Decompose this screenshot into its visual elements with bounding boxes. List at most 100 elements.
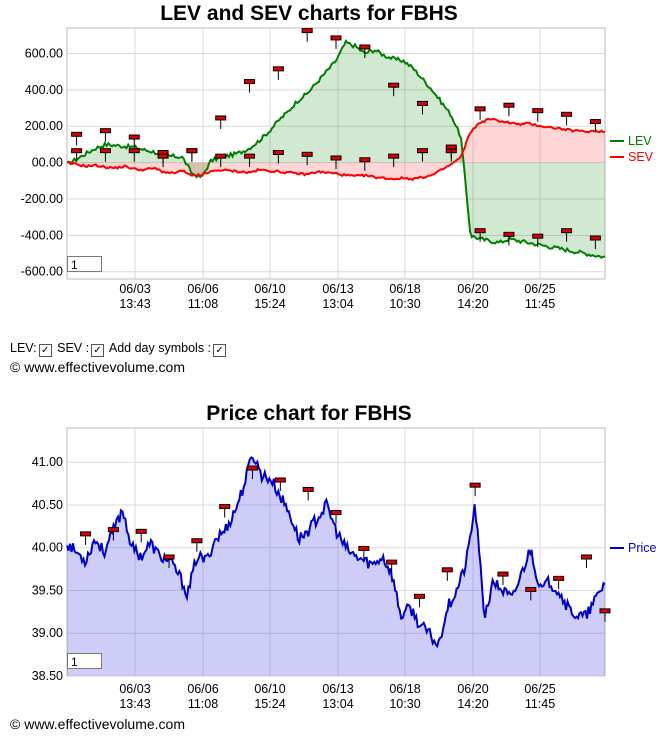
price-x-tick-date: 06/03 — [119, 682, 150, 696]
price-x-tick-time: 15:24 — [254, 697, 285, 711]
price-marker — [358, 545, 370, 551]
lev-x-tick-time: 14:20 — [457, 297, 488, 311]
price-marker — [274, 477, 286, 483]
price-marker — [553, 575, 565, 581]
lev-y-tick: 600.00 — [25, 46, 63, 60]
lev-sev-chart: LEV and SEV charts for FBHS 600.00 400.00… — [21, 2, 654, 311]
price-series-line — [66, 456, 606, 649]
price-x-tick-date: 06/13 — [322, 682, 353, 696]
lev-marker-lev — [330, 35, 342, 41]
lev-chart-title: LEV and SEV charts for FBHS — [160, 2, 458, 25]
lev-x-tick-time: 11:45 — [525, 297, 555, 311]
lev-marker-sev — [330, 155, 342, 161]
price-y-tick: 41.00 — [32, 455, 63, 469]
lev-x-tick-date: 06/13 — [322, 282, 353, 296]
price-marker — [135, 528, 147, 534]
lev-marker-lev — [128, 134, 140, 140]
lev-y-tick: -400.00 — [21, 228, 63, 242]
lev-x-tick-date: 06/20 — [457, 282, 488, 296]
lev-x-tick-time: 13:04 — [322, 297, 353, 311]
lev-marker-sev — [157, 153, 169, 159]
price-area-fill — [67, 457, 605, 676]
copyright-bottom: © www.effectivevolume.com — [10, 716, 186, 732]
lev-marker-sev — [215, 153, 227, 159]
price-y-tick: 40.50 — [32, 498, 63, 512]
price-marker — [191, 538, 203, 544]
sev-checkbox[interactable]: ✓ — [91, 344, 105, 357]
day-symbols-label: Add day symbols : — [108, 341, 212, 355]
price-y-axis: 41.00 40.50 40.00 39.50 39.00 38.50 — [32, 455, 63, 683]
price-area — [66, 456, 606, 676]
price-x-tick-time: 11:45 — [525, 697, 555, 711]
lev-marker-lev — [99, 128, 111, 134]
price-marker — [599, 608, 611, 614]
price-x-tick-time: 11:08 — [188, 697, 218, 711]
price-x-tick-date: 06/10 — [254, 682, 285, 696]
lev-marker-sev — [99, 148, 111, 154]
lev-marker-lev — [215, 115, 227, 121]
lev-marker-lev — [474, 228, 486, 234]
price-marker — [580, 554, 592, 560]
lev-checkbox[interactable]: ✓ — [38, 344, 52, 357]
lev-marker-sev — [589, 119, 601, 125]
lev-x-tick-time: 10:30 — [389, 297, 420, 311]
lev-day-markers — [71, 28, 601, 249]
day-symbols-checkbox[interactable]: ✓ — [213, 344, 227, 357]
lev-marker-sev — [71, 148, 83, 154]
price-grid — [66, 427, 606, 677]
legend-sev-label: SEV — [628, 150, 654, 164]
lev-marker-sev — [561, 111, 573, 117]
lev-area-lev — [67, 40, 605, 258]
lev-y-tick: 00.00 — [32, 156, 63, 170]
lev-y-tick: 200.00 — [25, 119, 63, 133]
legend-lev-label: LEV — [628, 134, 652, 148]
lev-marker-lev — [244, 79, 256, 85]
lev-x-tick-time: 11:08 — [188, 297, 218, 311]
lev-legend: LEV SEV — [610, 134, 654, 164]
lev-marker-sev — [474, 106, 486, 112]
lev-marker-sev — [416, 148, 428, 154]
lev-marker-sev — [128, 148, 140, 154]
price-x-tick-date: 06/18 — [389, 682, 420, 696]
price-marker — [219, 504, 231, 510]
copyright-top: © www.effectivevolume.com — [10, 359, 186, 375]
lev-y-tick: -600.00 — [21, 265, 63, 279]
price-marker — [80, 531, 92, 537]
lev-marker-sev — [244, 153, 256, 159]
price-y-tick: 40.00 — [32, 541, 63, 555]
price-legend: Price — [610, 541, 657, 555]
lev-marker-lev — [272, 66, 284, 72]
lev-marker-sev — [301, 151, 313, 157]
price-marker — [525, 586, 537, 592]
price-x-tick-date: 06/25 — [524, 682, 555, 696]
legend-price-label: Price — [628, 541, 657, 555]
price-x-tick-time: 13:04 — [322, 697, 353, 711]
lev-marker-sev — [359, 157, 371, 163]
price-x-tick-time: 13:43 — [119, 697, 150, 711]
price-page-input[interactable]: 1 — [67, 653, 102, 669]
lev-page-input[interactable]: 1 — [67, 256, 102, 272]
lev-x-tick-time: 15:24 — [254, 297, 285, 311]
price-x-tick-date: 06/06 — [187, 682, 218, 696]
price-plot-area — [66, 427, 606, 677]
lev-series-lev — [66, 38, 605, 260]
price-marker — [441, 567, 453, 573]
price-marker — [497, 571, 509, 577]
lev-marker-lev — [589, 235, 601, 241]
price-y-tick: 39.00 — [32, 626, 63, 640]
lev-x-tick-date: 06/25 — [524, 282, 555, 296]
lev-marker-lev — [388, 82, 400, 88]
lev-marker-sev — [445, 144, 457, 150]
lev-x-tick-date: 06/10 — [254, 282, 285, 296]
price-y-tick: 39.50 — [32, 583, 63, 597]
price-x-tick-date: 06/20 — [457, 682, 488, 696]
sev-toggle-label: SEV : — [57, 341, 90, 355]
price-day-markers — [80, 465, 611, 622]
price-x-tick-time: 10:30 — [389, 697, 420, 711]
lev-x-tick-date: 06/06 — [187, 282, 218, 296]
lev-y-tick: -200.00 — [21, 192, 63, 206]
price-marker — [247, 465, 259, 471]
lev-marker-sev — [388, 153, 400, 159]
